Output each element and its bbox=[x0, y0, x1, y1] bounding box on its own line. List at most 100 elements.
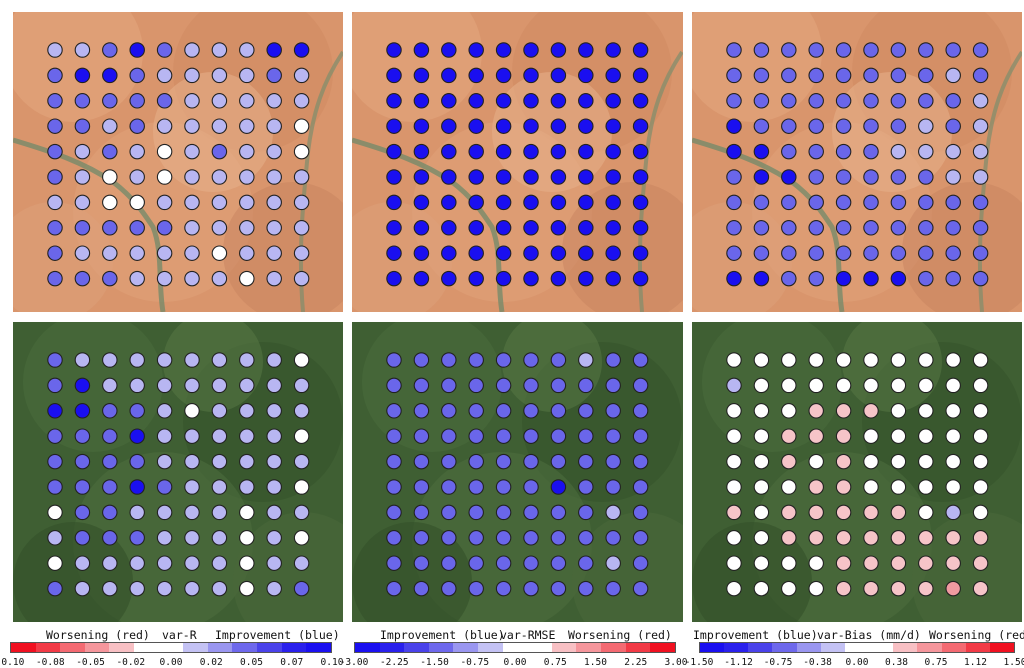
grid-point-marker bbox=[918, 555, 934, 571]
grid-point-marker bbox=[605, 93, 621, 109]
grid-point-marker bbox=[266, 352, 282, 368]
grid-point-marker bbox=[550, 143, 567, 160]
grid-point-marker bbox=[468, 169, 484, 185]
grid-point-marker bbox=[211, 93, 228, 109]
grid-point-marker bbox=[550, 377, 567, 394]
grid-point-marker bbox=[74, 143, 91, 160]
grid-point-marker bbox=[386, 169, 402, 185]
grid-point-marker bbox=[753, 194, 770, 211]
grid-point-marker bbox=[578, 194, 594, 211]
colorbar-step bbox=[428, 643, 454, 652]
colorbar-tick-label: -2.25 bbox=[379, 657, 409, 668]
colorbar-tick-label: 0.07 bbox=[280, 657, 304, 668]
grid-point-marker bbox=[266, 67, 282, 84]
colorbar-right-label: Worsening (red) bbox=[568, 628, 672, 642]
grid-point-marker bbox=[890, 169, 907, 185]
grid-point-marker bbox=[945, 220, 961, 236]
grid-point-marker bbox=[266, 220, 282, 236]
grid-point-marker bbox=[495, 530, 512, 546]
grid-point-marker bbox=[239, 67, 255, 84]
grid-point-marker bbox=[863, 453, 879, 470]
terrain-patch bbox=[352, 522, 472, 622]
grid-point-marker bbox=[550, 194, 567, 211]
grid-point-marker bbox=[129, 479, 145, 495]
grid-point-marker bbox=[495, 67, 512, 84]
grid-point-marker bbox=[753, 220, 770, 236]
grid-point-marker bbox=[726, 220, 742, 236]
grid-point-marker bbox=[211, 453, 228, 470]
grid-point-marker bbox=[293, 143, 310, 160]
grid-point-marker bbox=[753, 479, 770, 495]
grid-point-marker bbox=[211, 479, 228, 495]
grid-point-marker bbox=[808, 504, 824, 521]
grid-point-marker bbox=[184, 220, 200, 236]
grid-point-marker bbox=[495, 245, 512, 261]
grid-point-marker bbox=[239, 453, 255, 470]
colorbar-step bbox=[772, 643, 797, 652]
grid-point-marker bbox=[863, 377, 879, 394]
grid-point-marker bbox=[972, 42, 989, 58]
grid-point-marker bbox=[47, 352, 63, 368]
grid-point-marker bbox=[726, 530, 742, 546]
grid-point-marker bbox=[211, 245, 228, 261]
colorbar-step bbox=[941, 643, 966, 652]
grid-point-marker bbox=[293, 453, 310, 470]
grid-point-marker bbox=[863, 555, 879, 571]
grid-point-marker bbox=[386, 352, 402, 368]
colorbar-tick-label: 0.75 bbox=[543, 657, 567, 668]
grid-point-marker bbox=[523, 403, 539, 419]
grid-point-marker bbox=[413, 352, 430, 368]
grid-point-marker bbox=[863, 580, 879, 597]
grid-point-marker bbox=[441, 555, 457, 571]
grid-point-marker bbox=[835, 453, 852, 470]
grid-point-marker bbox=[74, 479, 91, 495]
grid-point-marker bbox=[129, 118, 145, 134]
grid-point-marker bbox=[386, 580, 402, 597]
grid-point-marker bbox=[184, 169, 200, 185]
grid-point-marker bbox=[863, 220, 879, 236]
grid-point-marker bbox=[386, 194, 402, 211]
grid-point-marker bbox=[945, 377, 961, 394]
grid-point-marker bbox=[102, 169, 118, 185]
grid-point-marker bbox=[102, 504, 118, 521]
grid-point-marker bbox=[578, 42, 594, 58]
grid-point-marker bbox=[47, 245, 63, 261]
grid-point-marker bbox=[835, 42, 852, 58]
colorbar-tick-label: -3.00 bbox=[339, 657, 369, 668]
grid-point-marker bbox=[945, 42, 961, 58]
grid-point-marker bbox=[945, 580, 961, 597]
grid-point-marker bbox=[156, 93, 173, 109]
grid-point-marker bbox=[211, 143, 228, 160]
grid-point-marker bbox=[632, 352, 649, 368]
colorbar-step bbox=[134, 643, 159, 652]
grid-point-marker bbox=[211, 504, 228, 521]
grid-point-marker bbox=[293, 169, 310, 185]
terrain-patch bbox=[233, 512, 343, 622]
grid-point-marker bbox=[523, 169, 539, 185]
grid-point-marker bbox=[156, 143, 173, 160]
grid-point-marker bbox=[605, 479, 621, 495]
grid-point-marker bbox=[266, 504, 282, 521]
grid-point-marker bbox=[890, 530, 907, 546]
colorbar-step bbox=[281, 643, 307, 652]
grid-point-marker bbox=[386, 220, 402, 236]
grid-point-marker bbox=[441, 377, 457, 394]
grid-point-marker bbox=[890, 504, 907, 521]
grid-point-marker bbox=[129, 555, 145, 571]
grid-point-marker bbox=[863, 270, 879, 287]
grid-point-marker bbox=[578, 169, 594, 185]
grid-point-marker bbox=[835, 352, 852, 368]
colorbar-tick-label: 0.05 bbox=[240, 657, 263, 668]
grid-point-marker bbox=[605, 169, 621, 185]
grid-point-marker bbox=[413, 143, 430, 160]
grid-point-marker bbox=[890, 42, 907, 58]
grid-point-marker bbox=[753, 403, 770, 419]
grid-point-marker bbox=[632, 504, 649, 521]
grid-point-marker bbox=[918, 245, 934, 261]
grid-point-marker bbox=[890, 245, 907, 261]
grid-point-marker bbox=[102, 352, 118, 368]
grid-point-marker bbox=[102, 453, 118, 470]
grid-point-marker bbox=[808, 403, 824, 419]
grid-point-marker bbox=[441, 403, 457, 419]
grid-point-marker bbox=[945, 245, 961, 261]
